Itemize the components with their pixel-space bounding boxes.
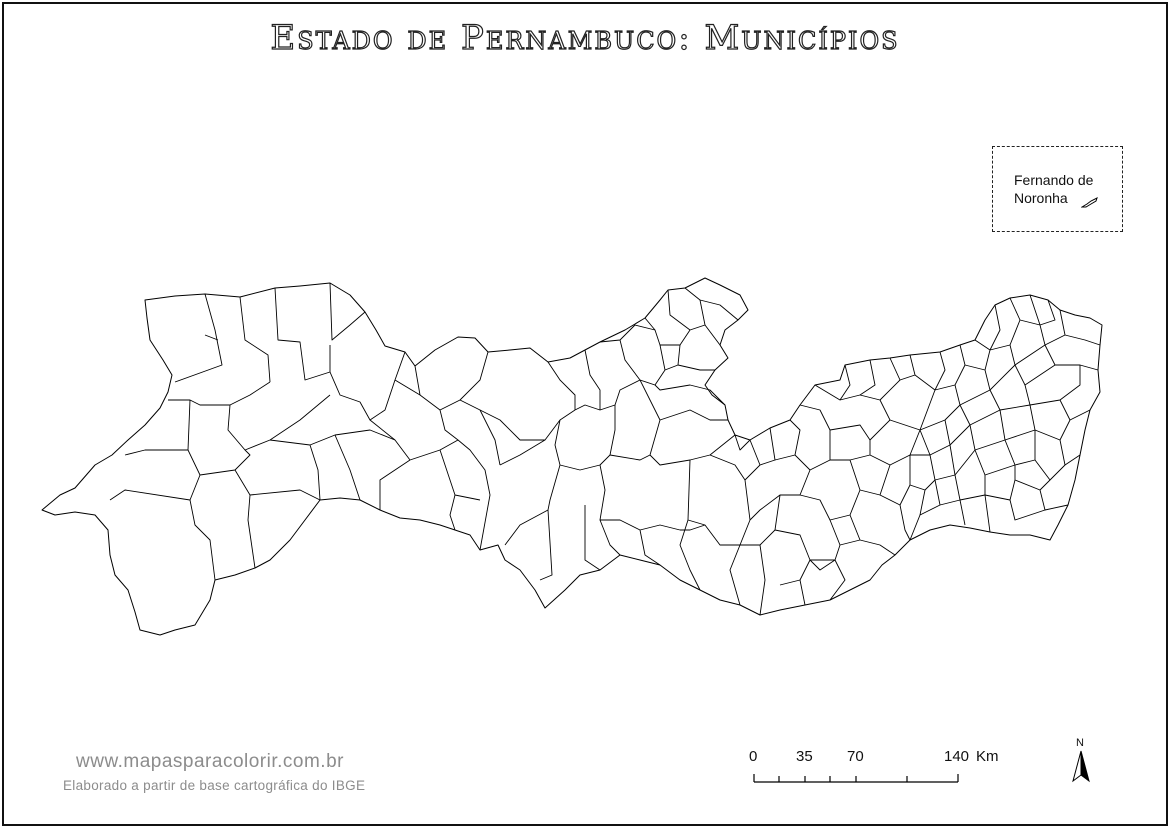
- north-arrow-icon: [1072, 750, 1090, 783]
- state-outline: [41, 277, 1103, 636]
- north-label: N: [1076, 737, 1084, 749]
- scale-tick-0: 0: [749, 748, 758, 765]
- scale-tick-35: 35: [796, 748, 813, 765]
- north-arrow: N: [1068, 737, 1094, 785]
- scale-bar-line: [753, 774, 959, 783]
- island-shape: [1081, 197, 1098, 208]
- scale-unit: Km: [976, 748, 999, 765]
- map-title: Estado de Pernambuco: Municípios: [270, 17, 900, 58]
- source-credit: Elaborado a partir de base cartográfica …: [63, 778, 366, 793]
- scale-bar: 0 35 70 140 Km: [740, 745, 1000, 795]
- inset-label: Fernando de Noronha: [1014, 172, 1094, 206]
- scale-tick-140: 140: [944, 748, 970, 765]
- scale-tick-70: 70: [847, 748, 864, 765]
- fernando-de-noronha-inset: Fernando de Noronha: [992, 146, 1123, 232]
- website-url: www.mapasparacolorir.com.br: [76, 751, 344, 772]
